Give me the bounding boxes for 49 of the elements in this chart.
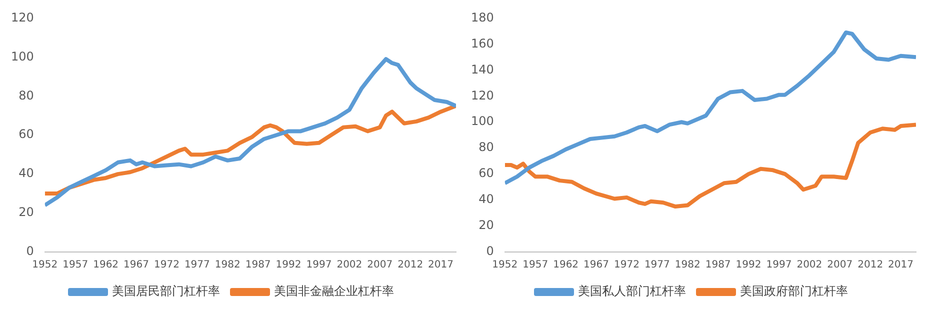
y-tick-label: 0 [26, 244, 34, 258]
y-tick-label: 140 [471, 62, 494, 76]
x-tick-label: 1957 [522, 260, 548, 271]
y-tick-label: 100 [11, 49, 34, 64]
y-tick-label: 160 [471, 36, 494, 50]
y-tick-label: 0 [486, 244, 494, 258]
x-tick-label: 1997 [766, 260, 792, 271]
y-tick-label: 60 [18, 127, 34, 142]
y-tick-label: 40 [478, 192, 494, 206]
x-tick-label: 2017 [888, 260, 914, 271]
y-tick-label: 80 [478, 140, 494, 154]
x-tick-label: 1972 [614, 260, 640, 271]
x-tick-label: 2007 [827, 260, 853, 271]
x-tick-label: 1962 [553, 260, 579, 271]
x-tick-label: 2017 [428, 260, 454, 271]
x-tick-label: 1992 [736, 260, 762, 271]
x-tick-label: 2007 [367, 260, 393, 271]
legend-label: 美国私人部门杠杆率 [578, 284, 686, 298]
y-tick-label: 180 [471, 10, 494, 24]
x-tick-label: 1967 [584, 260, 609, 271]
x-tick-label: 1997 [306, 260, 332, 271]
x-tick-label: 1977 [644, 260, 670, 271]
x-tick-label: 2002 [796, 260, 822, 271]
x-tick-label: 1957 [62, 260, 88, 271]
x-tick-label: 1967 [124, 260, 149, 271]
x-tick-label: 1952 [492, 260, 518, 271]
y-tick-label: 20 [478, 218, 494, 232]
x-tick-label: 1982 [674, 260, 700, 271]
y-tick-label: 120 [471, 88, 494, 102]
legend-label: 美国居民部门杠杆率 [112, 284, 220, 298]
x-tick-label: 1987 [245, 260, 271, 271]
y-tick-label: 80 [18, 88, 34, 102]
y-tick-label: 100 [471, 114, 494, 128]
y-tick-label: 120 [11, 10, 34, 24]
x-tick-label: 1992 [276, 260, 302, 271]
y-tick-label: 20 [18, 205, 34, 220]
x-tick-label: 1987 [705, 260, 731, 271]
x-tick-label: 2012 [398, 260, 424, 271]
x-tick-label: 2002 [336, 260, 362, 271]
x-tick-label: 1962 [93, 260, 119, 271]
y-tick-label: 40 [18, 166, 34, 180]
x-tick-label: 2012 [858, 260, 884, 271]
x-tick-label: 1977 [184, 260, 210, 271]
x-tick-label: 1952 [32, 260, 58, 271]
y-tick-label: 60 [478, 166, 494, 180]
legend-label: 美国政府部门杠杆率 [740, 284, 848, 298]
legend-label: 美国非金融企业杠杆率 [274, 284, 394, 298]
x-tick-label: 1972 [154, 260, 180, 271]
x-tick-label: 1982 [214, 260, 240, 271]
